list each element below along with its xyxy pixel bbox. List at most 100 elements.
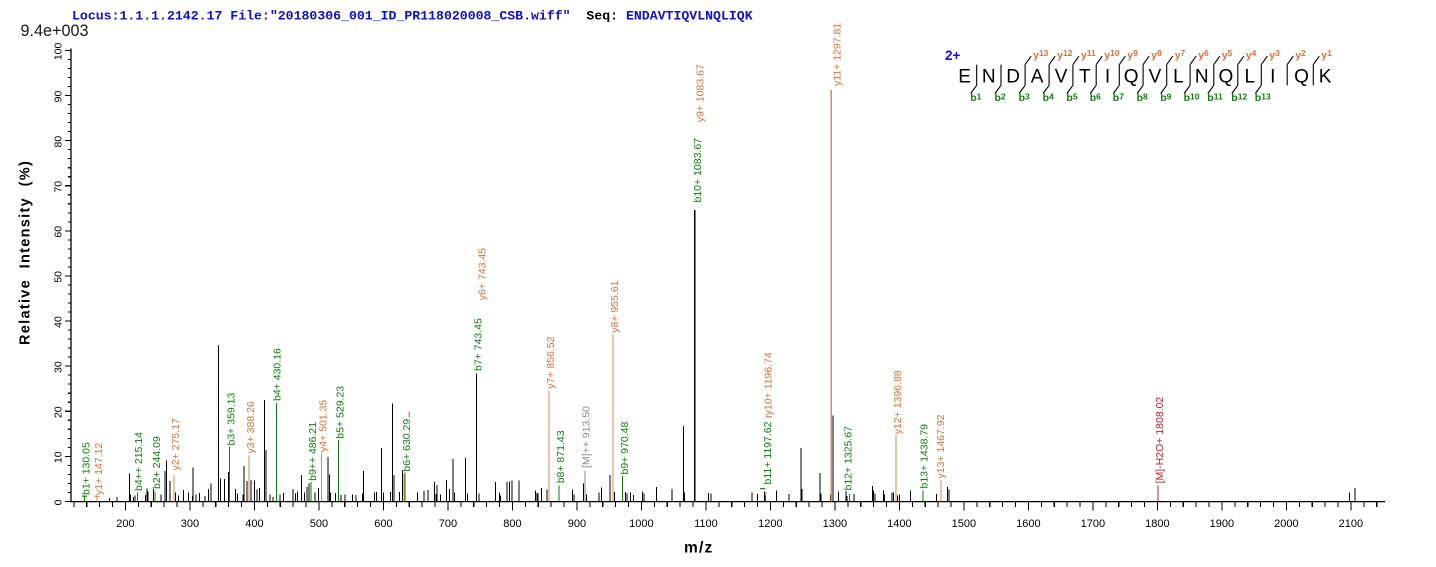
svg-text:y2+ 275.17: y2+ 275.17 [170,418,182,470]
svg-text:b7: b7 [1113,91,1124,104]
svg-text:L: L [1245,67,1256,88]
svg-text:b10: b10 [1184,91,1200,104]
svg-text:Q: Q [1294,67,1309,88]
svg-text:Q: Q [1124,67,1139,88]
svg-text:N: N [1195,67,1209,88]
svg-text:[M]++ 913.50: [M]++ 913.50 [581,406,593,468]
svg-text:90: 90 [52,91,64,103]
svg-text:K: K [1319,67,1332,88]
svg-text:y2: y2 [1295,48,1306,62]
svg-text:2000: 2000 [1274,518,1298,530]
svg-text:b7+ 743.45: b7+ 743.45 [473,318,485,371]
svg-text:b3+ 359.13: b3+ 359.13 [226,392,238,445]
svg-text:b6+ 630.29: b6+ 630.29 [401,419,413,472]
svg-text:b4++ 215.14: b4++ 215.14 [133,432,145,491]
svg-text:b5: b5 [1066,91,1077,104]
svg-text:L: L [1173,67,1184,88]
svg-text:2+: 2+ [945,48,961,63]
svg-text:V: V [1055,67,1068,88]
svg-text:b3: b3 [1019,91,1030,104]
svg-text:b11: b11 [1207,91,1223,104]
svg-text:y10+ 1196.74: y10+ 1196.74 [763,352,775,415]
svg-text:y6+ 743.45: y6+ 743.45 [477,248,489,300]
svg-text:1800: 1800 [1145,518,1169,530]
svg-text:20: 20 [52,406,64,418]
svg-text:b5+ 529.23: b5+ 529.23 [335,386,347,439]
svg-text:y5: y5 [1222,48,1233,62]
svg-text:N: N [982,67,996,88]
svg-text:I: I [1270,67,1275,88]
svg-text:y3: y3 [1269,48,1280,62]
svg-text:700: 700 [439,518,457,530]
svg-text:b9+ 970.48: b9+ 970.48 [619,421,631,474]
svg-text:1400: 1400 [887,518,911,530]
svg-text:b9: b9 [1160,91,1171,104]
svg-text:b11+ 1197.62: b11+ 1197.62 [762,421,774,484]
svg-text:I: I [1105,67,1110,88]
svg-text:D: D [1006,67,1020,88]
svg-text:200: 200 [116,518,134,530]
svg-text:b9++ 486.21: b9++ 486.21 [307,422,319,481]
svg-text:b2: b2 [995,91,1006,104]
svg-text:Locus:1.1.1.2142.17 File:"2018: Locus:1.1.1.2142.17 File:"20180306_001_I… [72,9,753,24]
svg-text:1700: 1700 [1081,518,1105,530]
svg-text:y12+ 1396.88: y12+ 1396.88 [892,370,904,434]
svg-text:0: 0 [52,499,64,505]
svg-text:V: V [1149,67,1162,88]
svg-text:y11+ 1297.81: y11+ 1297.81 [831,23,843,86]
svg-text:70: 70 [52,181,64,193]
svg-text:1200: 1200 [758,518,782,530]
svg-text:2100: 2100 [1339,518,1363,530]
svg-text:10: 10 [52,451,64,463]
svg-text:800: 800 [503,518,521,530]
svg-text:b12+ 1325.67: b12+ 1325.67 [843,426,855,491]
svg-text:y8: y8 [1151,48,1162,62]
svg-text:A: A [1031,67,1044,88]
svg-text:y1: y1 [1321,48,1332,62]
svg-text:y4: y4 [1246,48,1257,62]
svg-text:b13+ 1438.79: b13+ 1438.79 [918,424,930,489]
svg-text:y3+ 388.26: y3+ 388.26 [245,401,257,453]
svg-text:1000: 1000 [629,518,653,530]
svg-text:b12: b12 [1231,91,1247,104]
svg-text:y7: y7 [1175,48,1186,62]
svg-text:[M]-H2O+ 1808.02: [M]-H2O+ 1808.02 [1154,397,1166,484]
svg-text:b10+ 1083.67: b10+ 1083.67 [692,138,704,203]
svg-text:y4+ 501.35: y4+ 501.35 [318,400,330,452]
svg-text:y9: y9 [1127,48,1138,62]
svg-text:1500: 1500 [952,518,976,530]
svg-text:b4: b4 [1043,91,1054,104]
svg-text:b1+ 130.05: b1+ 130.05 [81,442,93,495]
svg-text:60: 60 [52,226,64,238]
svg-text:T: T [1079,67,1091,88]
svg-text:b13: b13 [1255,91,1271,104]
svg-text:500: 500 [310,518,328,530]
svg-text:1300: 1300 [823,518,847,530]
svg-text:30: 30 [52,361,64,373]
svg-text:b1: b1 [970,91,981,104]
svg-text:1100: 1100 [694,518,718,530]
svg-text:y6: y6 [1198,48,1209,62]
svg-text:50: 50 [52,271,64,283]
svg-text:900: 900 [568,518,586,530]
svg-text:40: 40 [52,316,64,328]
svg-text:y8+ 955.61: y8+ 955.61 [609,280,621,332]
svg-text:1900: 1900 [1210,518,1234,530]
svg-text:100: 100 [52,42,64,60]
svg-text:E: E [958,67,971,88]
svg-text:Q: Q [1219,67,1234,88]
svg-text:9.4e+003: 9.4e+003 [21,22,89,40]
svg-text:300: 300 [181,518,199,530]
svg-text:b2+ 244.09: b2+ 244.09 [151,436,163,489]
svg-text:600: 600 [374,518,392,530]
svg-text:b8: b8 [1137,91,1148,104]
svg-text:b8+ 871.43: b8+ 871.43 [555,430,567,483]
svg-text:y7+ 856.52: y7+ 856.52 [545,336,557,388]
svg-text:m/z: m/z [684,540,713,557]
svg-text:1600: 1600 [1016,518,1040,530]
svg-text:y1+ 147.12: y1+ 147.12 [93,443,105,495]
svg-text:400: 400 [245,518,263,530]
svg-text:80: 80 [52,136,64,148]
svg-text:b4+ 430.16: b4+ 430.16 [271,348,283,401]
svg-text:Relative Intensity (%): Relative Intensity (%) [18,160,34,345]
